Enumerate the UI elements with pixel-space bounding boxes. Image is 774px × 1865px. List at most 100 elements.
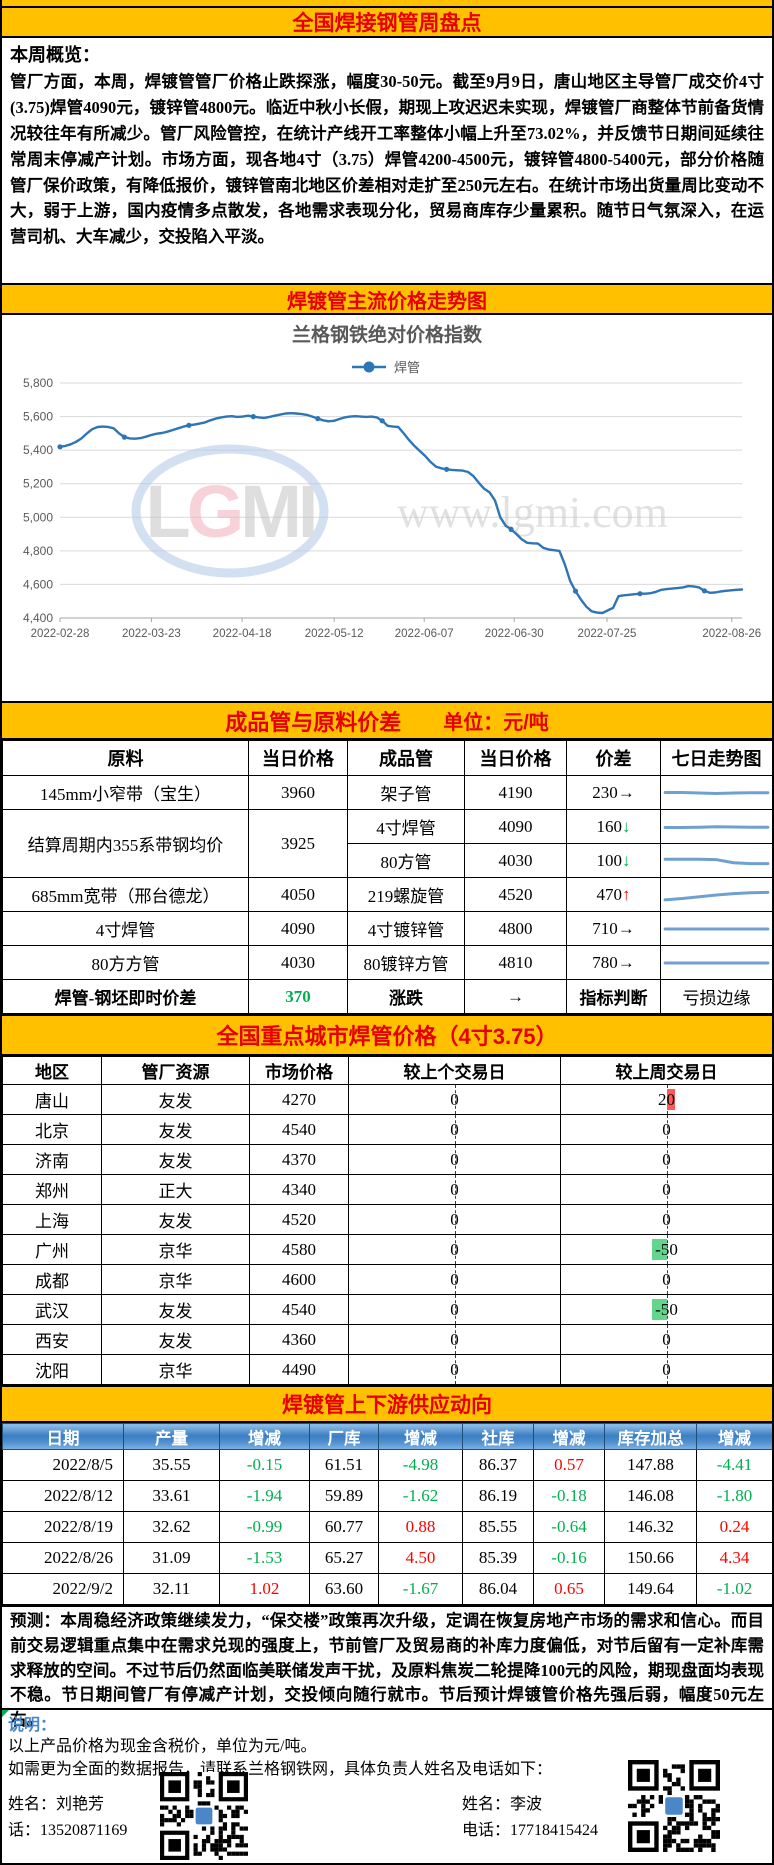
supply-value: -1.67 [378,1573,463,1605]
supply-col-header: 产量 [123,1423,220,1450]
databar-axis [666,1235,668,1264]
databar [651,1299,667,1320]
prediction-text: 预测：本周稳经济政策继续发力，“保交楼”政策再次升级，定调在恢复房地产市场的需求… [10,1611,764,1729]
city-price: 4270 [249,1084,349,1115]
city-row: 上海 友发 4520 0 0 [2,1204,772,1235]
col-header-daily-change: 较上个交易日 [348,1056,561,1085]
sparkline-cell [660,809,772,844]
change-value: 0 [450,1299,459,1319]
supply-row: 2022/8/26 31.09 -1.53 65.27 4.50 85.39 -0.16 15… [2,1542,772,1574]
product-price: 4520 [464,877,567,912]
city-region: 上海 [2,1204,102,1235]
databar-axis [454,1145,456,1174]
col-header-price: 市场价格 [249,1056,349,1085]
change-value: -50 [655,1239,678,1259]
product-price: 4190 [464,775,567,810]
updown-arrow-icon: → [464,979,567,1014]
supply-row: 2022/9/2 32.11 1.02 63.60 -1.67 86.04 0.65 149.… [2,1573,772,1605]
svg-text:5,000: 5,000 [23,510,53,524]
supply-value: 147.88 [604,1449,697,1481]
svg-text:2022-06-30: 2022-06-30 [485,628,544,640]
city-source: 友发 [101,1084,250,1115]
supply-value: 63.60 [309,1573,379,1605]
city-price: 4520 [249,1204,349,1235]
supply-col-header: 增减 [696,1423,772,1450]
material-name: 145mm小窄带（宝生） [2,775,249,810]
product-price: 4030 [464,843,567,878]
contact-left-name: 姓名：刘艳芳 [8,1796,105,1813]
city-region: 西安 [2,1324,102,1355]
price-line [58,411,744,615]
trend-arrow-icon: ↑ [622,884,631,904]
overview-body: 管厂方面，本周，焊镀管管厂价格止跌探涨，幅度30-50元。截至9月9日，唐山地区… [10,72,764,247]
city-price: 4340 [249,1174,349,1205]
spread-footer-row: 焊管-钢坯即时价差 370 涨跌 → 指标判断 亏损边缘 [2,979,772,1014]
price-trend-chart: 兰格钢铁绝对价格指数 焊管 5,800 5,600 5,400 5,200 5,000 4,8… [2,315,772,701]
city-daily-change: 0 [348,1294,561,1325]
city-region: 唐山 [2,1084,102,1115]
spread-value: 230→ [566,775,661,810]
supply-value: 146.32 [604,1511,697,1543]
spread-row: 4寸焊管 4090 4寸镀锌管 4800 710→ [2,911,772,946]
supply-value: 32.62 [123,1511,220,1543]
supply-value: 33.61 [123,1480,220,1512]
sparkline-cell [660,775,772,810]
sparkline-chart [663,850,770,872]
city-daily-change: 0 [348,1324,561,1355]
section-header-supply: 焊镀管上下游供应动向 [2,1385,772,1423]
databar-axis [666,1205,668,1234]
sparkline-chart [663,918,770,940]
city-source: 友发 [101,1144,250,1175]
col-header-product-price: 当日价格 [464,740,567,776]
supply-col-header: 库存加总 [604,1423,697,1450]
product-price: 4800 [464,911,567,946]
city-header-row: 地区 管厂资源 市场价格 较上个交易日 较上周交易日 [2,1056,772,1085]
sparkline-cell [660,911,772,946]
supply-value: 0.88 [378,1511,463,1543]
city-price: 4580 [249,1234,349,1265]
supply-value: 61.51 [309,1449,379,1481]
change-value: 0 [662,1209,671,1229]
spread-row: 145mm小窄带（宝生） 3960 架子管 4190 230→ [2,775,772,810]
supply-col-header: 增减 [533,1423,605,1450]
city-daily-change: 0 [348,1204,561,1235]
city-source: 京华 [101,1264,250,1295]
svg-text:2022-04-18: 2022-04-18 [213,628,272,640]
city-price: 4370 [249,1144,349,1175]
supply-value: -1.53 [219,1542,310,1574]
change-value: 0 [450,1149,459,1169]
sparkline-chart [663,816,770,838]
supply-date: 2022/8/5 [2,1449,124,1481]
city-price: 4540 [249,1294,349,1325]
city-price: 4490 [249,1354,349,1385]
city-row: 成都 京华 4600 0 0 [2,1264,772,1295]
databar-axis [666,1115,668,1144]
spread-value: 160↓ [566,809,661,844]
city-price: 4360 [249,1324,349,1355]
spread-row: 80方管 4030 100↓ [3,843,772,878]
city-price: 4540 [249,1114,349,1145]
material-name: 结算周期内355系带钢均价 [2,809,249,878]
city-source: 友发 [101,1114,250,1145]
city-section-title: 全国重点城市焊管价格（4寸3.75） [216,1024,558,1049]
supply-value: -1.02 [696,1573,772,1605]
svg-text:2022-02-28: 2022-02-28 [31,628,90,640]
product-name: 219螺旋管 [347,877,465,912]
supply-value: 86.04 [462,1573,534,1605]
supply-value: -0.15 [219,1449,310,1481]
city-region: 成都 [2,1264,102,1295]
change-value: 0 [450,1209,459,1229]
lgmi-watermark: LGMI www.lgmi.com [131,444,668,578]
svg-text:2022-08-26: 2022-08-26 [702,628,761,640]
supply-value: 86.19 [462,1480,534,1512]
city-weekly-change: 0 [560,1144,772,1175]
svg-text:2022-03-23: 2022-03-23 [122,628,181,640]
change-value: 0 [450,1269,459,1289]
spread-number: 780 [592,952,618,972]
databar-axis [454,1355,456,1384]
note-heading: 说明： [8,1717,57,1734]
change-value: -50 [655,1299,678,1319]
city-row: 唐山 友发 4270 0 20 [2,1084,772,1115]
supply-col-header: 增减 [378,1423,463,1450]
supply-date: 2022/8/12 [2,1480,124,1512]
